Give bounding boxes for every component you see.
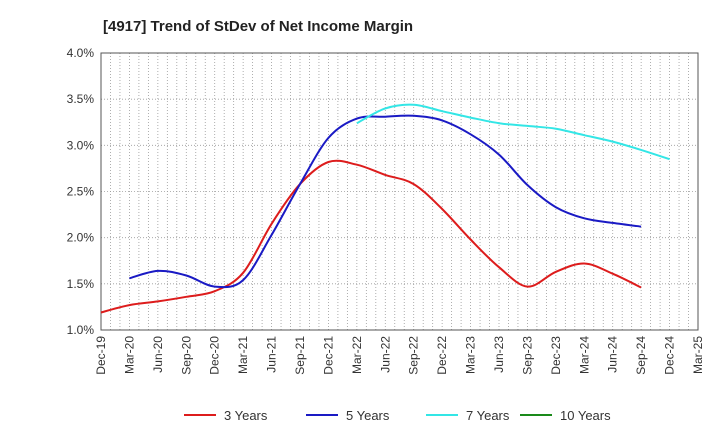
plot-area <box>100 52 699 331</box>
y-tick-label: 1.0% <box>67 323 95 337</box>
legend-label-10-years: 10 Years <box>560 408 611 423</box>
legend-label-5-years: 5 Years <box>346 408 390 423</box>
x-tick-label: Sep-22 <box>407 336 421 375</box>
x-tick-label: Dec-24 <box>663 336 677 375</box>
series-line-7-years <box>356 103 670 161</box>
x-tick-label: Jun-20 <box>151 336 165 373</box>
y-tick-label: 1.5% <box>67 277 95 291</box>
x-tick-label: Mar-21 <box>236 336 250 374</box>
series-lines <box>100 103 670 314</box>
x-tick-label: Jun-21 <box>265 336 279 373</box>
y-tick-label: 4.0% <box>67 46 95 60</box>
x-tick-label: Dec-21 <box>321 336 335 375</box>
x-tick-label: Dec-20 <box>208 336 222 375</box>
x-tick-label: Mar-25 <box>691 336 705 374</box>
x-tick-label: Mar-20 <box>122 336 136 374</box>
y-axis: 1.0% 1.5% 2.0% 2.5% 3.0% 3.5% 4.0% <box>67 46 95 337</box>
series-line-3-years <box>100 159 642 314</box>
grid <box>101 53 698 330</box>
y-tick-label: 3.0% <box>67 138 95 152</box>
x-tick-label: Jun-23 <box>492 336 506 373</box>
x-tick-label: Sep-20 <box>179 336 193 375</box>
y-tick-label: 3.5% <box>67 92 95 106</box>
x-axis: Dec-19 Mar-20 Jun-20 Sep-20 Dec-20 Mar-21 Jun-… <box>94 336 705 375</box>
legend: 3 Years 5 Years 7 Years 10 Years <box>184 408 611 423</box>
x-tick-label: Dec-23 <box>549 336 563 375</box>
x-tick-label: Dec-22 <box>435 336 449 375</box>
x-tick-label: Jun-24 <box>606 336 620 373</box>
x-tick-label: Sep-21 <box>293 336 307 375</box>
y-tick-label: 2.5% <box>67 185 95 199</box>
x-tick-label: Mar-23 <box>464 336 478 374</box>
x-tick-label: Sep-23 <box>520 336 534 375</box>
series-line-5-years <box>129 114 642 289</box>
x-tick-label: Sep-24 <box>634 336 648 375</box>
x-tick-label: Jun-22 <box>378 336 392 373</box>
x-tick-label: Mar-22 <box>350 336 364 374</box>
x-tick-label: Mar-24 <box>577 336 591 374</box>
x-tick-label: Dec-19 <box>94 336 108 375</box>
legend-label-3-years: 3 Years <box>224 408 268 423</box>
chart-title: [4917] Trend of StDev of Net Income Marg… <box>103 18 413 35</box>
y-tick-label: 2.0% <box>67 231 95 245</box>
legend-label-7-years: 7 Years <box>466 408 510 423</box>
